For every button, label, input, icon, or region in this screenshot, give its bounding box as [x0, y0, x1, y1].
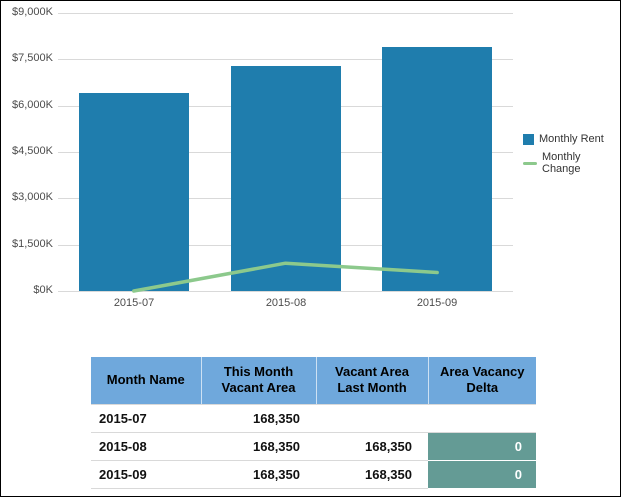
y-tick-label: $9,000K	[12, 6, 53, 18]
y-tick-label: $6,000K	[12, 99, 53, 111]
line-swatch-icon	[523, 161, 537, 165]
this-month-vacant-area-cell: 168,350	[201, 460, 316, 489]
area-vacancy-delta-cell: 0	[428, 460, 536, 489]
gridline	[58, 59, 513, 60]
month-name-cell: 2015-07	[91, 404, 201, 433]
column-header: Vacant Area Last Month	[316, 357, 429, 405]
y-tick-label: $1,500K	[12, 238, 53, 250]
x-tick-label: 2015-09	[416, 297, 458, 309]
legend-item-monthly-change[interactable]: Monthly Change	[523, 151, 620, 175]
this-month-vacant-area-cell: 168,350	[201, 432, 316, 461]
chart-legend: Monthly Rent Monthly Change	[523, 133, 620, 181]
table-row: 2015-07 168,350	[91, 404, 536, 433]
legend-label: Monthly Rent	[539, 133, 604, 145]
plot-area	[58, 13, 513, 293]
legend-item-monthly-rent[interactable]: Monthly Rent	[523, 133, 620, 145]
table-header: Month Name This Month Vacant Area Vacant A…	[91, 357, 536, 405]
x-tick-label: 2015-07	[113, 297, 155, 309]
table-row: 2015-08 168,350 168,350 0	[91, 432, 536, 461]
column-header: This Month Vacant Area	[201, 357, 317, 405]
vacant-area-last-month-cell: 168,350	[316, 432, 428, 461]
vacancy-table: Month Name This Month Vacant Area Vacant A…	[91, 357, 536, 489]
monthly-change-line[interactable]	[58, 13, 513, 293]
gridline	[58, 13, 513, 14]
header-row: Month Name This Month Vacant Area Vacant A…	[91, 357, 536, 405]
vacant-area-last-month-cell: 168,350	[316, 460, 428, 489]
y-tick-label: $7,500K	[12, 52, 53, 64]
rent-chart: Monthly Rent Monthly Change $0K $1,500K $3,…	[1, 1, 620, 321]
monthly-rent-bar[interactable]	[231, 66, 341, 291]
monthly-rent-bar[interactable]	[382, 47, 492, 291]
table-row: 2015-09 168,350 168,350 0	[91, 460, 536, 489]
monthly-rent-bar[interactable]	[79, 93, 189, 291]
vacancy-table-panel: Month Name This Month Vacant Area Vacant A…	[91, 357, 620, 489]
gridline	[58, 291, 513, 292]
y-tick-label: $0K	[33, 284, 53, 296]
area-vacancy-delta-cell: 0	[428, 432, 536, 461]
legend-label: Monthly Change	[542, 151, 581, 175]
month-name-cell: 2015-08	[91, 432, 201, 461]
vacant-area-last-month-cell	[316, 404, 428, 433]
month-name-cell: 2015-09	[91, 460, 201, 489]
x-tick-label: 2015-08	[265, 297, 307, 309]
column-header: Area Vacancy Delta	[428, 357, 536, 405]
column-header: Month Name	[91, 357, 202, 405]
table-body: 2015-07 168,350 2015-08 168,350 168,350 0 2015…	[91, 404, 536, 489]
area-vacancy-delta-cell	[428, 404, 536, 433]
y-tick-label: $3,000K	[12, 191, 53, 203]
bar-swatch-icon	[523, 133, 534, 145]
this-month-vacant-area-cell: 168,350	[201, 404, 316, 433]
y-tick-label: $4,500K	[12, 145, 53, 157]
